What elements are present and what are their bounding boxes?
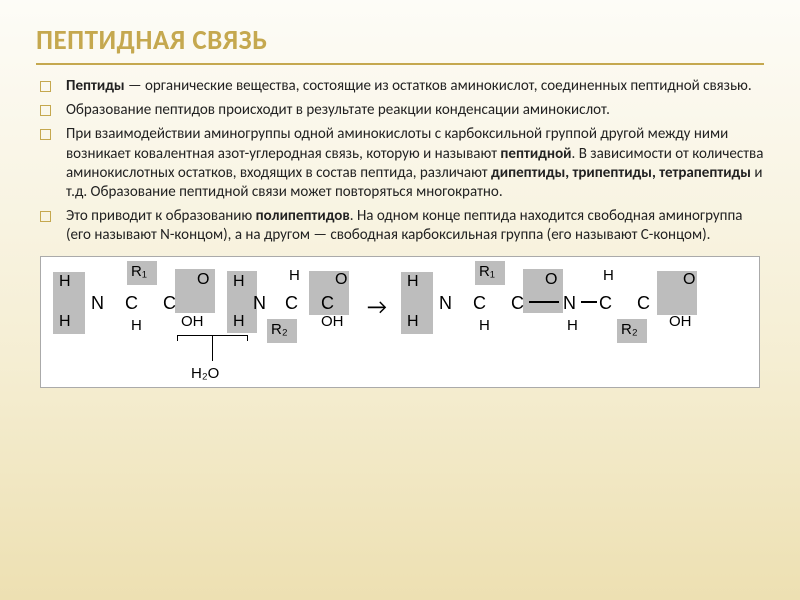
atom-label: O (197, 271, 209, 289)
atom-label: C (473, 293, 486, 314)
bullet-list: Пептиды — органические вещества, состоящ… (36, 77, 764, 246)
bond-line (212, 335, 213, 361)
bond-line (529, 301, 559, 303)
atom-label: C (511, 293, 524, 314)
atom-label: OH (669, 313, 692, 330)
atom-label: C (163, 293, 176, 314)
bullet-item: Образование пептидов происходит в резуль… (60, 101, 764, 120)
atom-label: R₁ (479, 263, 495, 280)
atom-label: C (321, 293, 334, 314)
atom-label: H (59, 273, 71, 291)
atom-label: O (545, 271, 557, 289)
atom-label: H (567, 317, 578, 334)
atom-label: N (439, 293, 452, 314)
atom-label: C (125, 293, 138, 314)
atom-label: O (683, 271, 695, 289)
atom-label: H (479, 317, 490, 334)
atom-label: R₁ (131, 263, 147, 280)
atom-label: H (603, 267, 614, 284)
atom-label: R₂ (271, 321, 288, 338)
atom-label: N (563, 293, 576, 314)
atom-label: C (599, 293, 612, 314)
atom-label: N (253, 293, 266, 314)
atom-label: H (233, 273, 245, 291)
atom-label: N (91, 293, 104, 314)
atom-label: C (637, 293, 650, 314)
atom-label: H₂O (191, 365, 219, 382)
atom-label: H (59, 313, 71, 331)
bond-line (581, 301, 597, 303)
atom-label: H (407, 273, 419, 291)
atom-label: H (131, 317, 142, 334)
reaction-arrow-icon: → (367, 293, 387, 320)
atom-label: O (335, 271, 347, 289)
bullet-item: При взаимодействии аминогруппы одной ами… (60, 125, 764, 202)
slide-title: ПЕПТИДНАЯ СВЯЗЬ (36, 24, 764, 65)
atom-label: C (285, 293, 298, 314)
atom-label: H (407, 313, 419, 331)
atom-label: H (289, 267, 300, 284)
bullet-item: Пептиды — органические вещества, состоящ… (60, 77, 764, 96)
bond-line (177, 335, 178, 341)
atom-label: OH (181, 313, 204, 330)
atom-label: OH (321, 313, 344, 330)
bullet-item: Это приводит к образованию полипептидов.… (60, 207, 764, 245)
atom-label: H (233, 313, 245, 331)
atom-label: R₂ (621, 321, 638, 338)
bond-line (247, 335, 248, 341)
reaction-diagram: HHNCR₁HCOOHHHNCHR₂COOHH₂OHHNCR₁HCONHCHR₂… (40, 256, 760, 388)
